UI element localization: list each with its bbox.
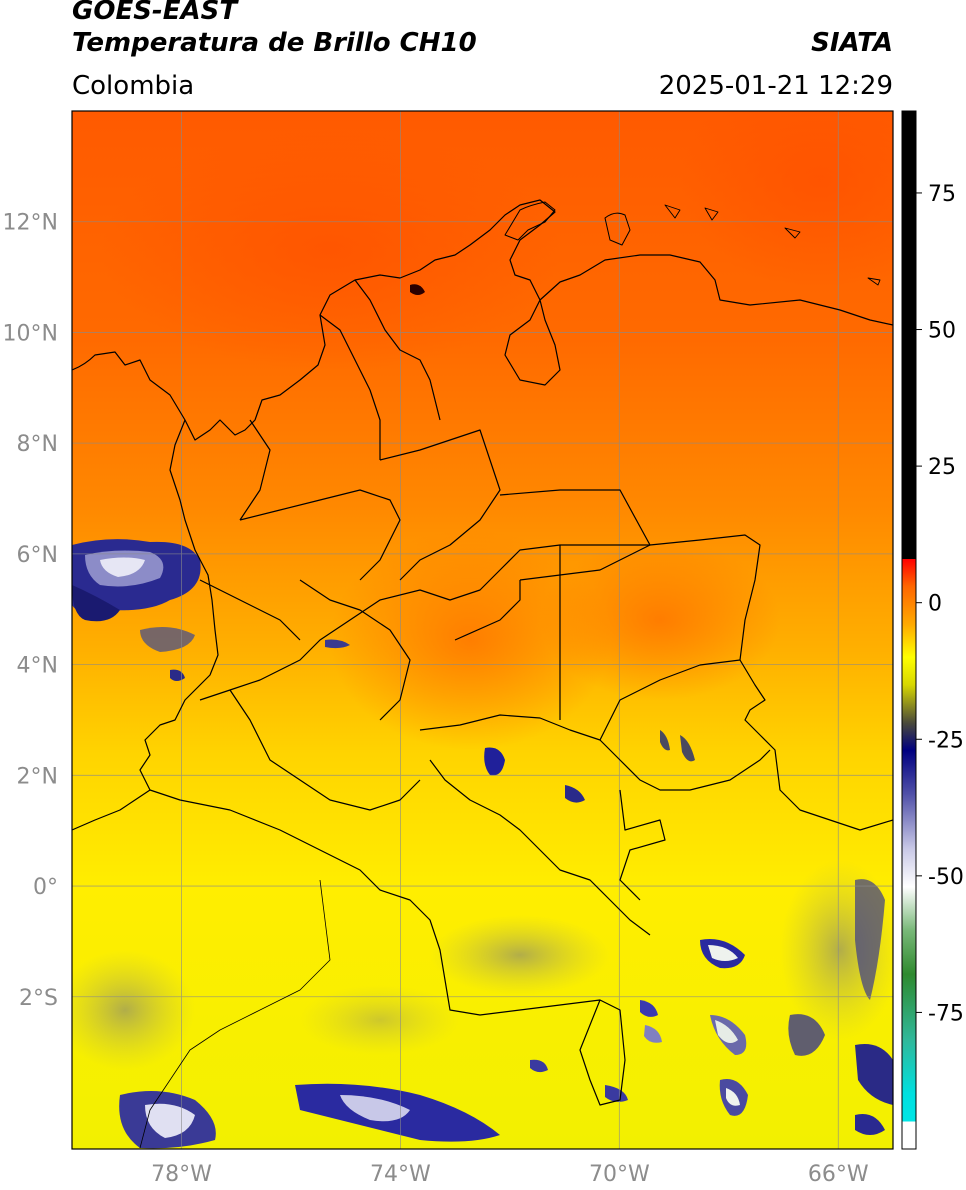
department-border-11 [299,579,411,721]
department-border-3 [619,789,666,901]
department-border-13 [319,314,381,460]
latitude-labels: 12°N 10°N 8°N 6°N 4°N 2°N 0° 2°S [3,211,58,1011]
colorbar-tick-label: 25 [928,455,956,480]
colorbar-scale [901,110,917,1150]
peru-border [139,879,331,1149]
colorbar-tick-label: -25 [928,728,964,753]
grid-lines [72,111,893,1149]
latitude-tick-label: 2°S [19,986,58,1011]
colombia-east-border [199,534,893,831]
map-title-satellite: GOES-EAST [72,0,238,26]
colorbar-tick-label: -75 [928,1001,964,1026]
longitude-labels: 78°W 74°W 70°W 66°W [151,1162,869,1187]
department-border-6 [499,489,651,546]
caribbean-coastline [72,199,893,441]
department-border-5 [599,659,741,741]
department-border-8 [454,580,521,641]
colombia-south-border [149,789,626,1106]
department-border-2 [429,759,651,936]
colorbar-tick-label: 0 [928,592,942,617]
organization-label: SIATA [811,28,893,58]
latitude-tick-label: 2°N [17,764,58,789]
department-border-1 [419,714,771,791]
longitude-tick-label: 70°W [589,1162,650,1187]
longitude-tick-label: 78°W [151,1162,212,1187]
latitude-tick-label: 8°N [17,432,58,457]
colorbar: 75 50 25 0 -25 -50 -75 [901,110,964,1150]
department-border-15 [239,419,271,521]
longitude-tick-label: 66°W [808,1162,869,1187]
map-frame [71,110,894,1150]
latitude-tick-label: 4°N [17,654,58,679]
department-border-7 [519,544,651,581]
colorbar-tick-label: 75 [928,182,956,207]
latitude-tick-label: 0° [33,875,58,900]
timestamp-label: 2025-01-21 12:29 [658,71,893,101]
department-border-14 [354,279,441,421]
department-border-9 [379,429,501,581]
region-label: Colombia [72,71,195,101]
latitude-tick-label: 12°N [3,211,58,236]
colorbar-tick-label: 50 [928,319,956,344]
paraguana-peninsula [604,212,631,246]
coastlines-and-borders [72,199,893,1149]
colorbar-ticks: 75 50 25 0 -25 -50 -75 [916,182,964,1026]
imagery-layer [72,111,893,1149]
latitude-tick-label: 10°N [3,321,58,346]
map-title-product: Temperatura de Brillo CH10 [72,28,477,58]
department-border-16 [199,579,301,641]
department-border-12 [229,689,421,811]
guajira-peninsula [504,201,556,241]
islands [664,204,881,286]
longitude-tick-label: 74°W [370,1162,431,1187]
latitude-tick-label: 6°N [17,543,58,568]
department-border-10 [239,489,401,581]
pacific-coastline [72,419,219,831]
colorbar-tick-label: -50 [928,865,964,890]
